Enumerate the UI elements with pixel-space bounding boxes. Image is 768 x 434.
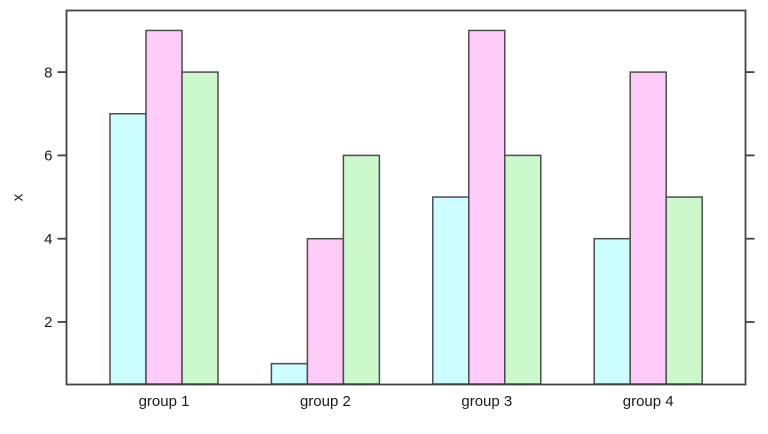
x-axis-category-label: group 2 [300, 393, 351, 410]
bar-group2-series2 [306, 237, 345, 385]
bar-group3-series3 [504, 154, 542, 385]
bar-group1-series2 [145, 29, 183, 385]
bar-group1-series1 [109, 113, 147, 385]
y-tick-label: 2 [44, 314, 52, 331]
x-axis-category-label: group 4 [623, 393, 674, 410]
bar-group1-series3 [181, 71, 219, 385]
bar-group2-series1 [270, 362, 309, 385]
plot-border [65, 9, 747, 386]
bar-group4-series1 [593, 237, 631, 385]
bar-group2-series3 [342, 154, 381, 385]
bar-group4-series2 [629, 71, 667, 385]
y-axis-title: x [9, 193, 26, 201]
bar-group3-series2 [468, 29, 506, 385]
y-tick-label: 6 [44, 148, 52, 165]
bar-group4-series3 [665, 196, 703, 385]
y-tick-label: 4 [44, 231, 52, 248]
x-axis-category-label: group 1 [139, 393, 190, 410]
bar-group3-series1 [432, 196, 470, 385]
y-tick-label: 8 [44, 64, 52, 81]
x-axis-category-label: group 3 [461, 393, 512, 410]
